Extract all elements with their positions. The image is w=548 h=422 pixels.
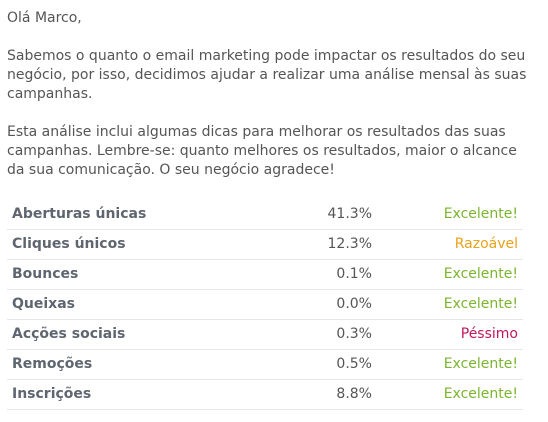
stats-row-remocoes: Remoções 0.5% Excelente! [7,349,523,380]
stats-row-cliques: Cliques únicos 12.3% Razoável [7,229,523,260]
stat-label: Acções sociais [7,319,262,350]
stat-status: Excelente! [372,379,523,410]
stat-label: Queixas [7,289,262,320]
stat-value: 0.0% [262,289,372,320]
stats-row-aberturas: Aberturas únicas 41.3% Excelente! [7,199,523,230]
stat-status: Excelente! [372,349,523,380]
stat-value: 12.3% [262,229,372,260]
greeting-text: Olá Marco, [7,10,82,26]
stat-label: Cliques únicos [7,229,262,260]
stat-status: Excelente! [372,289,523,320]
stat-value: 0.5% [262,349,372,380]
stat-label: Remoções [7,349,262,380]
stats-row-queixas: Queixas 0.0% Excelente! [7,289,523,320]
stat-label: Aberturas únicas [7,199,262,230]
campaign-stats-table: Aberturas únicas 41.3% Excelente! Clique… [7,199,523,410]
stats-row-accoes-sociais: Acções sociais 0.3% Péssimo [7,319,523,350]
stat-value: 41.3% [262,199,372,230]
stat-status: Péssimo [372,319,523,350]
stat-status: Excelente! [372,259,523,290]
stats-row-bounces: Bounces 0.1% Excelente! [7,259,523,290]
stat-status: Razoável [372,229,523,260]
stat-status: Excelente! [372,199,523,230]
stats-row-inscricoes: Inscrições 8.8% Excelente! [7,379,523,410]
stat-value: 0.1% [262,259,372,290]
stat-value: 8.8% [262,379,372,410]
stat-value: 0.3% [262,319,372,350]
stat-label: Inscrições [7,379,262,410]
stat-label: Bounces [7,259,262,290]
tips-paragraph: Esta análise inclui algumas dicas para m… [7,124,517,178]
intro-paragraph: Sabemos o quanto o email marketing pode … [7,48,527,102]
